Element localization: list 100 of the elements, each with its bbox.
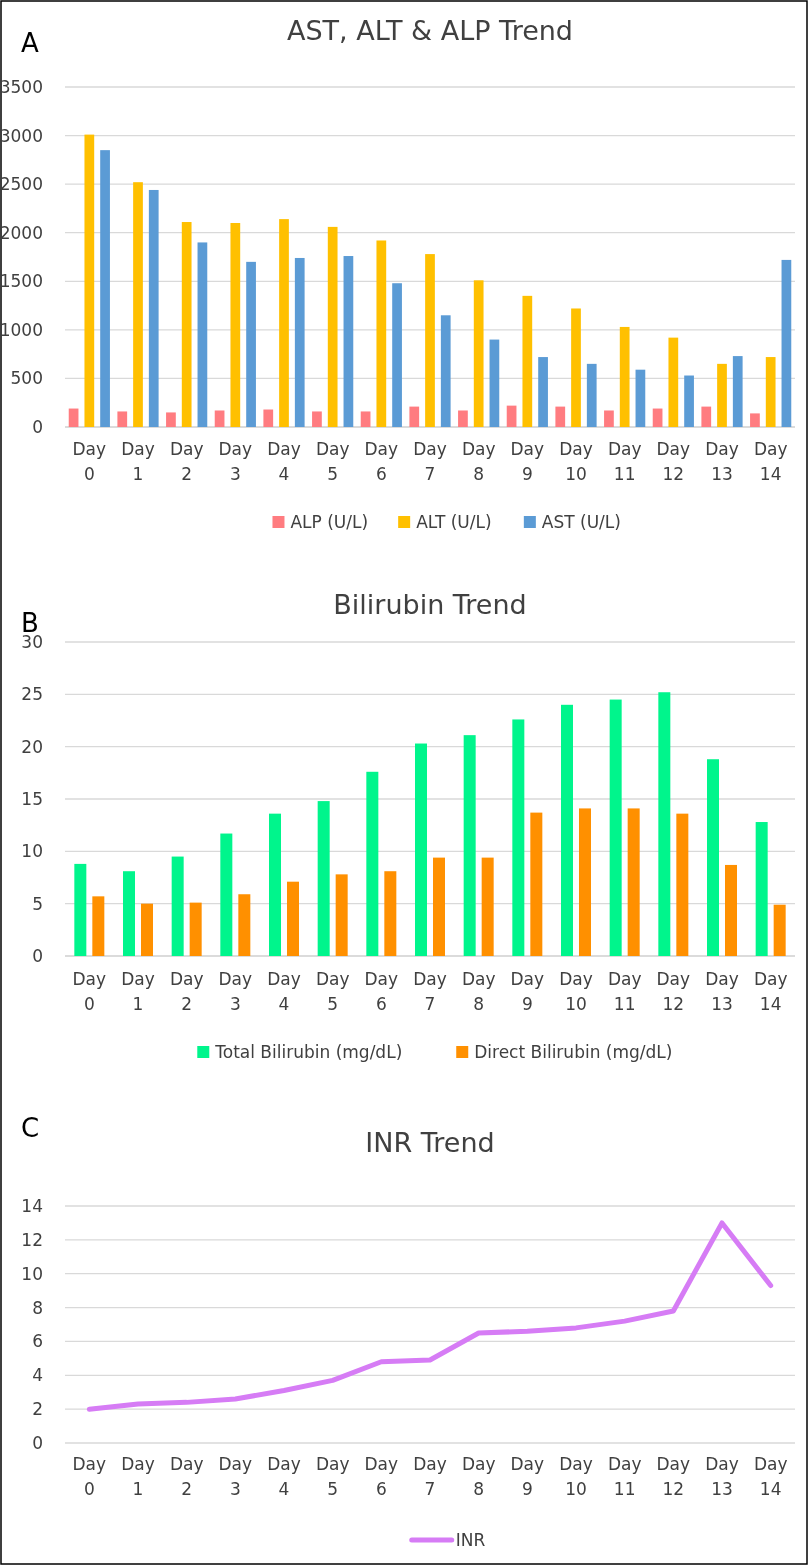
bar xyxy=(604,410,614,427)
bar xyxy=(750,413,760,427)
bar xyxy=(555,406,566,427)
y-tick-label: 8 xyxy=(32,1297,43,1318)
bar xyxy=(732,356,743,427)
x-tick-label: Day 1 xyxy=(121,969,155,1014)
x-tick-label: Day 9 xyxy=(510,1454,545,1499)
x-tick-label: Day 10 xyxy=(559,1454,593,1499)
x-tick-label: Day 6 xyxy=(364,439,399,484)
text: A xyxy=(21,28,40,58)
x-tick-label: Day 7 xyxy=(413,439,447,484)
bar xyxy=(327,226,338,427)
x-tick-label: Day 5 xyxy=(315,439,350,484)
bar xyxy=(189,902,202,956)
bar xyxy=(117,411,128,427)
y-tick-label: 3000 xyxy=(0,125,43,146)
bar xyxy=(658,692,671,956)
x-tick-label: Day 6 xyxy=(364,1454,399,1499)
bar xyxy=(92,896,105,956)
legend-label: INR xyxy=(455,1529,486,1550)
bar xyxy=(571,308,581,427)
bar xyxy=(294,257,305,427)
bar xyxy=(707,759,719,956)
bar xyxy=(481,857,494,956)
bar xyxy=(100,150,110,427)
chart-title: AST, ALT & ALP Trend xyxy=(286,15,574,46)
bar xyxy=(773,904,786,956)
bar xyxy=(458,410,468,427)
y-tick-label: 25 xyxy=(21,684,43,705)
bar xyxy=(360,411,371,427)
bar xyxy=(384,871,397,956)
bar xyxy=(530,812,543,956)
bar xyxy=(148,189,159,427)
y-tick-label: 0 xyxy=(32,416,43,437)
chart-title: INR Trend xyxy=(365,1127,495,1158)
y-tick-label: 1500 xyxy=(0,271,43,292)
legend-label: ALP (U/L) xyxy=(290,511,369,532)
bar xyxy=(74,863,87,956)
bar xyxy=(489,339,500,427)
y-tick-label: 0 xyxy=(32,1432,43,1453)
bar xyxy=(343,256,354,427)
bar xyxy=(392,283,402,427)
bar xyxy=(220,833,233,956)
x-tick-label: Day 4 xyxy=(267,1454,301,1499)
x-tick-label: Day 3 xyxy=(218,439,253,484)
bar xyxy=(269,813,281,956)
bar xyxy=(701,406,712,427)
x-tick-label: Day 7 xyxy=(413,969,447,1014)
y-tick-label: 0 xyxy=(32,945,43,966)
x-tick-label: Day 8 xyxy=(461,439,496,484)
bar xyxy=(171,856,184,956)
bar xyxy=(512,719,525,956)
bar xyxy=(668,337,679,427)
x-tick-label: Day 1 xyxy=(121,1454,155,1499)
x-tick-label: Day 10 xyxy=(559,969,593,1014)
bar xyxy=(415,743,427,956)
y-tick-label: 2 xyxy=(32,1399,43,1420)
bar xyxy=(230,223,241,427)
x-tick-label: Day 4 xyxy=(267,969,301,1014)
bar xyxy=(717,363,727,427)
bar xyxy=(473,280,484,427)
x-tick-label: Day 0 xyxy=(72,1454,107,1499)
bar xyxy=(287,881,299,956)
x-tick-label: Day 5 xyxy=(315,969,350,1014)
y-tick-label: 6 xyxy=(32,1331,43,1352)
x-tick-label: Day 4 xyxy=(267,439,301,484)
bar xyxy=(676,813,689,956)
bar xyxy=(263,409,274,427)
chart-title: Bilirubin Trend xyxy=(333,589,527,620)
x-tick-label: Day 11 xyxy=(607,439,642,484)
bar xyxy=(214,410,225,427)
y-tick-label: 12 xyxy=(21,1229,43,1250)
legend-label: AST (U/L) xyxy=(541,511,621,532)
bar xyxy=(425,254,435,427)
bar xyxy=(68,408,79,427)
x-tick-label: Day 14 xyxy=(753,439,788,484)
x-tick-label: Day 13 xyxy=(705,969,739,1014)
bar xyxy=(725,864,737,956)
x-tick-label: Day 1 xyxy=(121,439,155,484)
x-tick-label: Day 12 xyxy=(656,969,691,1014)
legend-label: Total Bilirubin (mg/dL) xyxy=(214,1041,403,1062)
bar xyxy=(652,408,663,427)
bar xyxy=(181,222,192,427)
x-tick-label: Day 12 xyxy=(656,439,691,484)
bar xyxy=(440,315,451,427)
y-tick-label: 4 xyxy=(32,1365,43,1386)
y-tick-label: 15 xyxy=(21,788,43,809)
x-tick-label: Day 2 xyxy=(169,1454,204,1499)
y-tick-label: 2500 xyxy=(0,174,43,195)
y-tick-label: 2000 xyxy=(0,222,43,243)
bar xyxy=(765,357,776,427)
x-tick-label: Day 14 xyxy=(753,1454,788,1499)
x-tick-label: Day 12 xyxy=(656,1454,691,1499)
x-tick-label: Day 3 xyxy=(218,969,253,1014)
bar xyxy=(684,375,694,427)
bar xyxy=(238,894,251,956)
bar xyxy=(133,182,143,427)
bar xyxy=(312,411,322,427)
bar xyxy=(246,261,256,427)
x-tick-label: Day 9 xyxy=(510,969,545,1014)
